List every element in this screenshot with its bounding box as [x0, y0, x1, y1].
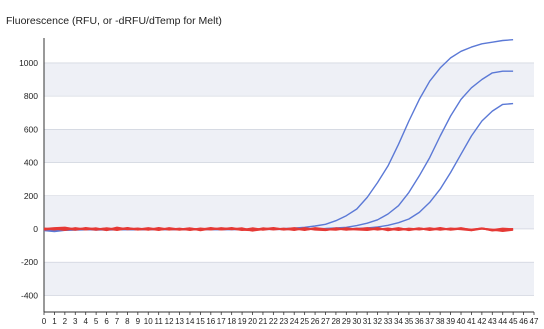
x-tick-label: 0 — [42, 317, 47, 326]
plot-band — [44, 62, 534, 97]
x-tick-label: 33 — [384, 317, 393, 326]
x-tick-label: 6 — [104, 317, 109, 326]
x-tick-label: 21 — [258, 317, 267, 326]
x-tick-label: 35 — [404, 317, 413, 326]
plot-band — [44, 162, 534, 196]
plot-band — [44, 38, 534, 63]
x-tick-label: 14 — [186, 317, 195, 326]
x-tick-label: 47 — [530, 317, 539, 326]
x-tick-label: 38 — [436, 317, 445, 326]
y-tick-label: 800 — [24, 91, 38, 101]
x-tick-label: 17 — [217, 317, 226, 326]
chart-title: Fluorescence (RFU, or -dRFU/dTemp for Me… — [6, 15, 222, 27]
x-tick-label: 13 — [175, 317, 184, 326]
y-tick-label: 0 — [33, 224, 38, 234]
y-axis-ticks: -400 -200 0 200 400 600 800 1000 — [19, 58, 38, 300]
x-tick-label: 3 — [73, 317, 78, 326]
plot-band — [44, 228, 534, 263]
y-tick-label: 1000 — [19, 58, 38, 68]
x-tick-label: 42 — [477, 317, 486, 326]
x-tick-label: 36 — [415, 317, 424, 326]
x-tick-label: 32 — [373, 317, 382, 326]
plot-band — [44, 295, 534, 312]
x-axis-ticks: 0 1 2 3 4 5 6 7 8 9 10 11 12 13 14 15 16 17 18 19 20 21 22 23 24… — [42, 312, 539, 326]
x-tick-label: 34 — [394, 317, 403, 326]
x-tick-label: 43 — [488, 317, 497, 326]
plot-band — [44, 129, 534, 163]
x-tick-label: 11 — [155, 317, 164, 326]
axes — [43, 38, 534, 313]
plot-band — [44, 262, 534, 296]
x-tick-label: 16 — [206, 317, 215, 326]
series-line-6 — [43, 227, 514, 232]
x-tick-label: 10 — [144, 317, 153, 326]
x-tick-label: 45 — [509, 317, 518, 326]
x-tick-label: 27 — [321, 317, 330, 326]
y-tick-label: 400 — [24, 158, 38, 168]
plot-bands — [44, 38, 534, 312]
x-tick-label: 46 — [519, 317, 528, 326]
x-tick-label: 39 — [446, 317, 455, 326]
x-tick-label: 5 — [94, 317, 99, 326]
x-tick-label: 30 — [352, 317, 361, 326]
plot-band — [44, 195, 534, 229]
x-tick-label: 44 — [498, 317, 507, 326]
x-tick-label: 18 — [227, 317, 236, 326]
y-tick-label: -200 — [21, 257, 38, 267]
x-tick-label: 37 — [425, 317, 434, 326]
x-tick-label: 31 — [363, 317, 372, 326]
x-tick-label: 28 — [331, 317, 340, 326]
x-tick-label: 19 — [238, 317, 247, 326]
x-tick-label: 40 — [457, 317, 466, 326]
x-tick-label: 26 — [311, 317, 320, 326]
x-tick-label: 9 — [136, 317, 141, 326]
x-tick-label: 23 — [279, 317, 288, 326]
x-tick-label: 15 — [196, 317, 205, 326]
x-tick-label: 20 — [248, 317, 257, 326]
x-tick-label: 12 — [165, 317, 174, 326]
y-tick-label: -400 — [21, 290, 38, 300]
x-tick-label: 29 — [342, 317, 351, 326]
x-tick-label: 7 — [115, 317, 120, 326]
x-tick-label: 25 — [300, 317, 309, 326]
y-tick-label: 200 — [24, 191, 38, 201]
x-tick-label: 1 — [52, 317, 57, 326]
x-tick-label: 2 — [63, 317, 68, 326]
y-tick-label: 600 — [24, 124, 38, 134]
data-series — [43, 39, 514, 233]
x-tick-label: 4 — [83, 317, 88, 326]
x-tick-label: 8 — [125, 317, 130, 326]
x-tick-label: 22 — [269, 317, 278, 326]
x-tick-label: 41 — [467, 317, 476, 326]
x-tick-label: 24 — [290, 317, 299, 326]
